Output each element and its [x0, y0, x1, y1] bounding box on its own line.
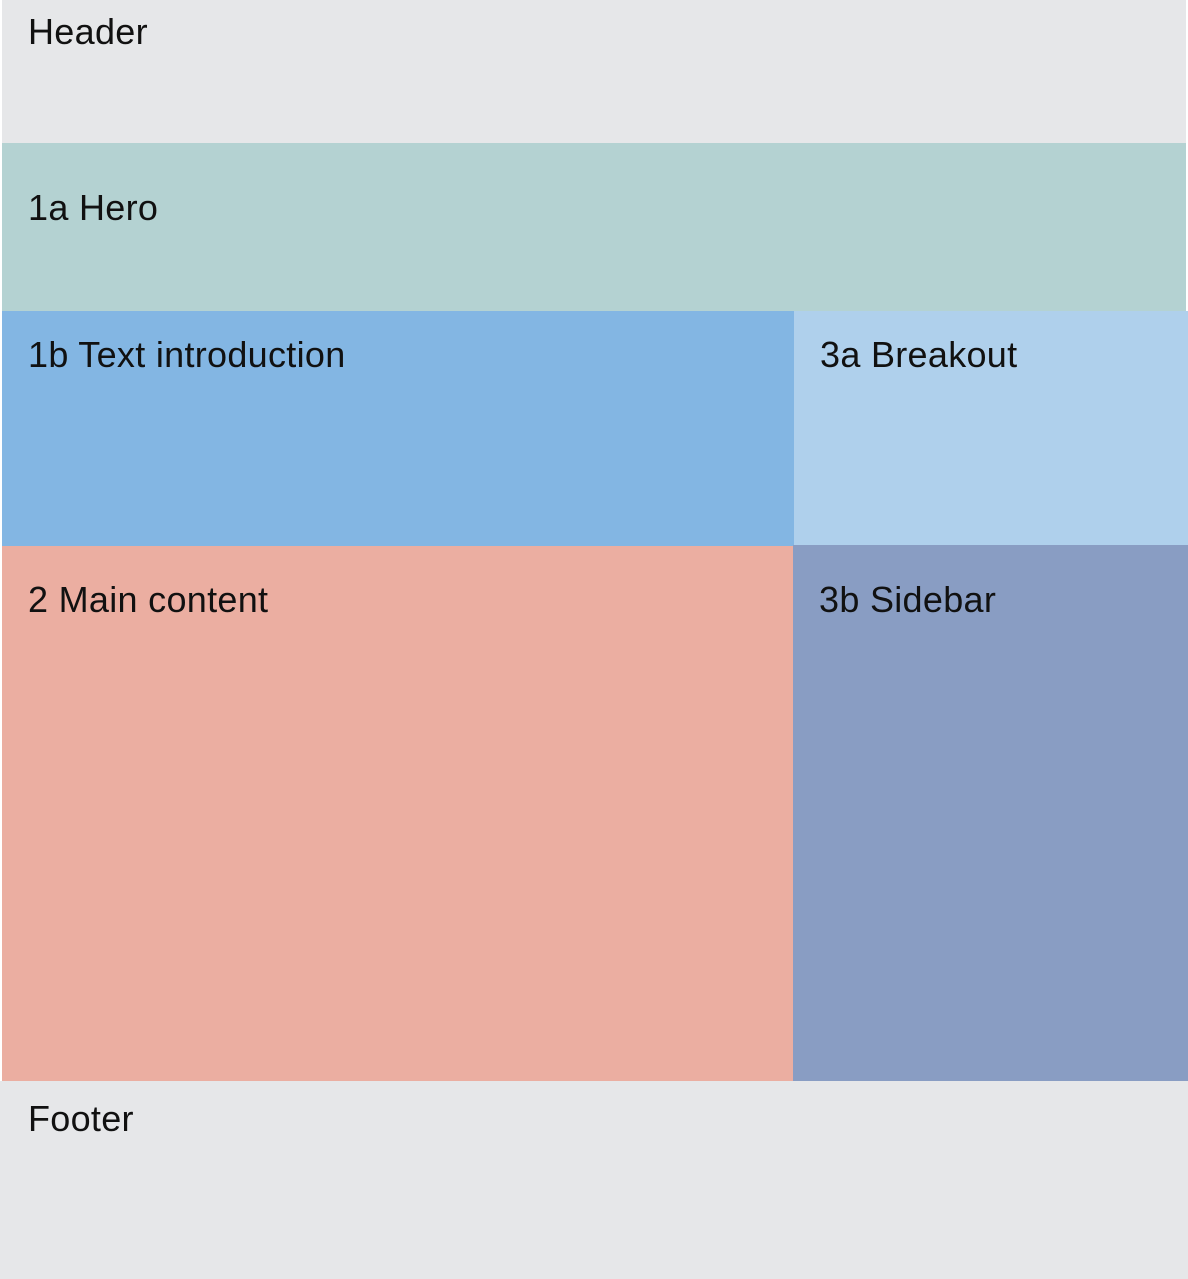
- sidebar-region: 3b Sidebar: [793, 545, 1188, 1081]
- footer-label: Footer: [28, 1098, 134, 1139]
- footer-region: Footer: [0, 1081, 1188, 1279]
- text-introduction-region: 1b Text introduction: [2, 311, 794, 546]
- breakout-label: 3a Breakout: [820, 334, 1018, 375]
- hero-region: 1a Hero: [2, 143, 1186, 311]
- main-content-label: 2 Main content: [28, 579, 269, 620]
- main-content-region: 2 Main content: [2, 546, 793, 1081]
- header-label: Header: [28, 11, 148, 52]
- text-introduction-label: 1b Text introduction: [28, 334, 346, 375]
- sidebar-label: 3b Sidebar: [819, 579, 997, 620]
- hero-label: 1a Hero: [28, 187, 159, 228]
- breakout-region: 3a Breakout: [794, 311, 1188, 545]
- header-region: Header: [2, 0, 1186, 143]
